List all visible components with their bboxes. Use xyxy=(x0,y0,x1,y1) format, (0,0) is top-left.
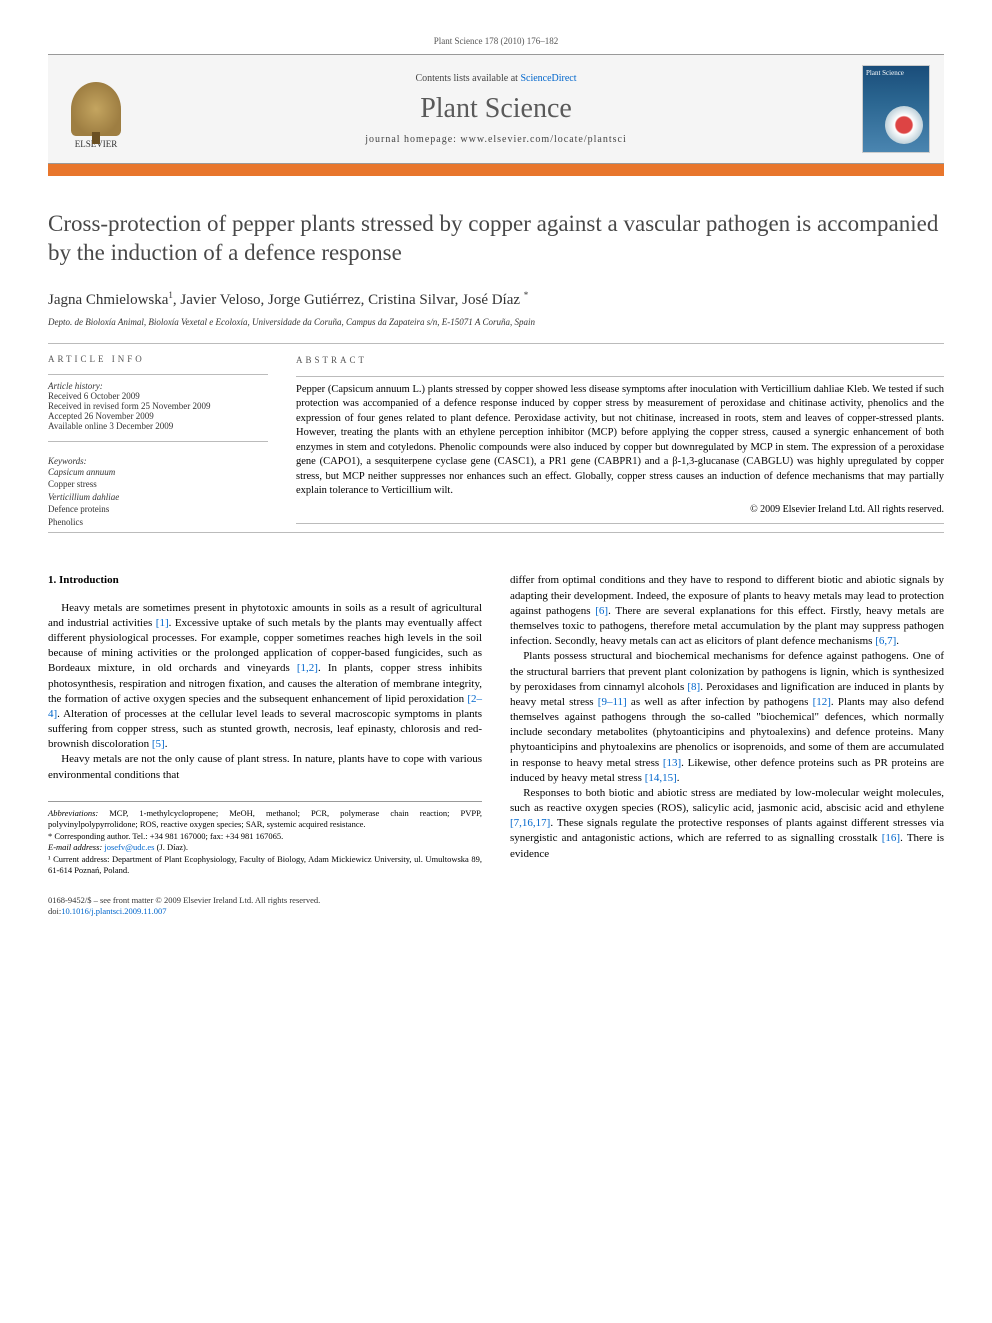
citation-link[interactable]: [9–11] xyxy=(598,696,627,708)
abstract-column: ABSTRACT Pepper (Capsicum annuum L.) pla… xyxy=(296,354,944,529)
journal-header-box: ELSEVIER Contents lists available at Sci… xyxy=(48,54,944,164)
keywords-label: Keywords: xyxy=(48,456,268,466)
body-right-column: differ from optimal conditions and they … xyxy=(510,573,944,917)
citation-link[interactable]: [6] xyxy=(595,605,608,617)
sciencedirect-link[interactable]: ScienceDirect xyxy=(520,73,576,84)
footnotes-block: Abbreviations: MCP, 1-methylcyclopropene… xyxy=(48,801,482,877)
article-info-column: ARTICLE INFO Article history: Received 6… xyxy=(48,354,268,529)
corr-label: * Corresponding author. xyxy=(48,831,132,841)
author-2: Jorge Gutiérrez xyxy=(268,292,361,308)
article-title: Cross-protection of pepper plants stress… xyxy=(48,210,944,268)
citation-link[interactable]: [1] xyxy=(156,617,169,629)
keyword-0: Capsicum annuum xyxy=(48,466,268,479)
abstract-text: Pepper (Capsicum annuum L.) plants stres… xyxy=(296,383,944,499)
para-right-2: Responses to both biotic and abiotic str… xyxy=(510,786,944,862)
contents-prefix: Contents lists available at xyxy=(415,73,520,84)
contents-available-line: Contents lists available at ScienceDirec… xyxy=(130,73,862,84)
para-left-0: Heavy metals are sometimes present in ph… xyxy=(48,601,482,753)
history-3: Available online 3 December 2009 xyxy=(48,421,268,431)
abbrev-text: MCP, 1-methylcyclopropene; MeOH, methano… xyxy=(48,808,482,829)
body-left-column: 1. Introduction Heavy metals are sometim… xyxy=(48,573,482,917)
authors-line: Jagna Chmielowska1, Javier Veloso, Jorge… xyxy=(48,290,944,309)
footer-block: 0168-9452/$ – see front matter © 2009 El… xyxy=(48,895,482,918)
citation-link[interactable]: [14,15] xyxy=(645,772,677,784)
journal-name: Plant Science xyxy=(130,93,862,125)
running-head: Plant Science 178 (2010) 176–182 xyxy=(48,36,944,54)
author-4: José Díaz xyxy=(462,292,520,308)
citation-link[interactable]: [12] xyxy=(813,696,831,708)
article-info-heading: ARTICLE INFO xyxy=(48,354,268,364)
author-4-sup: * xyxy=(524,290,529,300)
affiliation: Depto. de Bioloxía Animal, Bioloxía Vexe… xyxy=(48,317,944,327)
corr-line: * Corresponding author. Tel.: +34 981 16… xyxy=(48,831,482,842)
abstract-copyright: © 2009 Elsevier Ireland Ltd. All rights … xyxy=(296,503,944,517)
history-2: Accepted 26 November 2009 xyxy=(48,411,268,421)
keywords-list: Capsicum annuum Copper stress Verticilli… xyxy=(48,466,268,529)
citation-link[interactable]: [8] xyxy=(687,681,700,693)
email-link[interactable]: josefv@udc.es xyxy=(104,842,154,852)
author-0: Jagna Chmielowska xyxy=(48,292,168,308)
doi-label: doi: xyxy=(48,906,61,916)
journal-homepage: journal homepage: www.elsevier.com/locat… xyxy=(130,134,862,145)
footer-doi-line: doi:10.1016/j.plantsci.2009.11.007 xyxy=(48,906,482,917)
para-right-0: differ from optimal conditions and they … xyxy=(510,573,944,649)
section-heading-intro: 1. Introduction xyxy=(48,573,482,588)
elsevier-tree-icon xyxy=(71,82,121,136)
header-center: Contents lists available at ScienceDirec… xyxy=(130,73,862,145)
abbrev-label: Abbreviations: xyxy=(48,808,98,818)
abstract-heading: ABSTRACT xyxy=(296,354,944,366)
keyword-2: Verticillium dahliae xyxy=(48,491,268,504)
email-label: E-mail address: xyxy=(48,842,104,852)
author-3: Cristina Silvar xyxy=(368,292,454,308)
history-0: Received 6 October 2009 xyxy=(48,391,268,401)
body-columns: 1. Introduction Heavy metals are sometim… xyxy=(48,573,944,917)
para-right-1: Plants possess structural and biochemica… xyxy=(510,649,944,786)
cover-title: Plant Science xyxy=(866,69,904,77)
citation-link[interactable]: [2–4] xyxy=(48,693,482,720)
keyword-3: Defence proteins xyxy=(48,503,268,516)
email-who: (J. Díaz). xyxy=(154,842,188,852)
citation-link[interactable]: [7,16,17] xyxy=(510,817,550,829)
note1-text: Current address: Department of Plant Eco… xyxy=(48,854,482,875)
elsevier-logo: ELSEVIER xyxy=(62,69,130,149)
citation-link[interactable]: [13] xyxy=(663,757,681,769)
keyword-1: Copper stress xyxy=(48,478,268,491)
citation-link[interactable]: [6,7] xyxy=(875,635,896,647)
divider-bottom xyxy=(48,532,944,533)
citation-link[interactable]: [16] xyxy=(882,832,900,844)
cover-graphic-icon xyxy=(885,106,923,144)
accent-rule xyxy=(48,164,944,176)
author-1: Javier Veloso xyxy=(180,292,260,308)
para-left-1: Heavy metals are not the only cause of p… xyxy=(48,752,482,782)
doi-link[interactable]: 10.1016/j.plantsci.2009.11.007 xyxy=(61,906,166,916)
abbrev-line: Abbreviations: MCP, 1-methylcyclopropene… xyxy=(48,808,482,831)
journal-cover-thumbnail: Plant Science xyxy=(862,65,930,153)
history-1: Received in revised form 25 November 200… xyxy=(48,401,268,411)
footer-issn: 0168-9452/$ – see front matter © 2009 El… xyxy=(48,895,482,906)
corr-text: Tel.: +34 981 167000; fax: +34 981 16706… xyxy=(132,831,283,841)
keyword-4: Phenolics xyxy=(48,516,268,529)
email-line: E-mail address: josefv@udc.es (J. Díaz). xyxy=(48,842,482,853)
author-0-sup: 1 xyxy=(168,290,173,300)
history-label: Article history: xyxy=(48,381,268,391)
citation-link[interactable]: [1,2] xyxy=(297,662,318,674)
citation-link[interactable]: [5] xyxy=(152,738,165,750)
note1-line: ¹ Current address: Department of Plant E… xyxy=(48,854,482,877)
divider-top xyxy=(48,343,944,344)
